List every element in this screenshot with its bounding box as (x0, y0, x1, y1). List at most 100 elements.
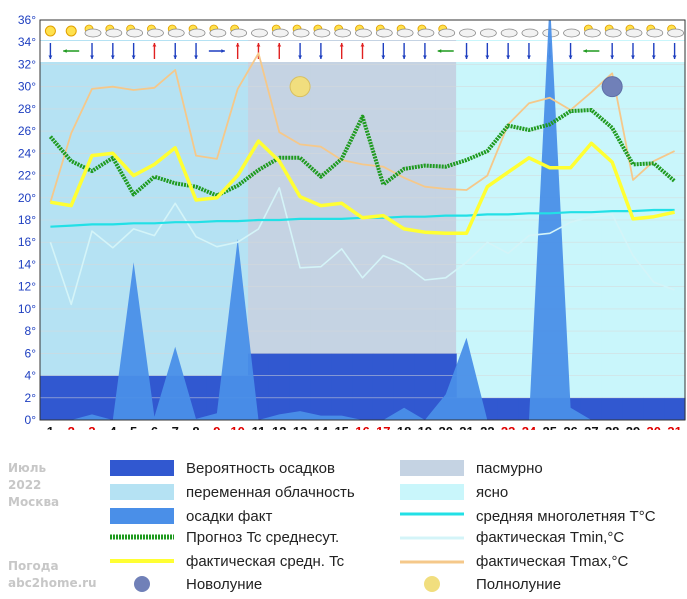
y-tick-label: 22° (18, 169, 36, 183)
x-tick-label: 14 (314, 424, 329, 430)
tmax-line (49, 52, 675, 203)
legend-swatches (110, 460, 464, 592)
wind-arrowhead-icon (194, 55, 198, 59)
wind-arrowhead-icon (221, 49, 225, 53)
legend-fact-avg: фактическая средн. Tc (186, 553, 345, 570)
x-tick-label: 27 (584, 424, 598, 430)
forecast-avg-line (48, 108, 676, 198)
cloud-icon (292, 28, 310, 38)
cloud-icon (500, 28, 518, 38)
wind-arrowhead-icon (318, 55, 323, 59)
x-tick-label: 12 (272, 424, 286, 430)
precip-fact-layer (40, 20, 685, 420)
wind-arrowhead-icon (672, 55, 677, 59)
x-tick-label: 10 (230, 424, 244, 430)
legend-new-moon: Новолуние (186, 576, 263, 593)
cloud-icon (583, 28, 601, 38)
site-link[interactable]: abc2home.ru (8, 576, 97, 590)
sun-icon (44, 25, 56, 37)
cloud-icon (271, 28, 289, 38)
precip-prob-bar (643, 397, 665, 420)
x-tick-label: 28 (605, 424, 619, 430)
legend-swatch-precip-fact (110, 508, 174, 524)
x-tick-label: 9 (213, 424, 220, 430)
legend-longterm: средняя многолетняя T°C (476, 508, 656, 525)
x-tick-label: 13 (293, 424, 307, 430)
x-tick-label: 4 (109, 424, 117, 430)
y-tick-label: 10° (18, 302, 36, 316)
wind-arrowhead-icon (610, 55, 615, 59)
x-tick-label: 25 (543, 424, 557, 430)
y-tick-label: 36° (18, 13, 36, 27)
wind-arrowhead-icon (298, 55, 302, 59)
sun-icon (65, 25, 77, 37)
cloud-icon (479, 28, 497, 38)
precip-prob-bar (310, 353, 332, 420)
site-title: Погода (8, 559, 59, 573)
precip-prob-bar (414, 353, 436, 420)
y-tick-label: 26° (18, 124, 36, 138)
x-tick-label: 31 (667, 424, 681, 430)
x-tick-label: 7 (172, 424, 179, 430)
cloud-icon (459, 28, 476, 38)
precip-prob-bar (268, 353, 291, 420)
x-tick-label: 21 (459, 424, 473, 430)
full-moon-icon (424, 576, 440, 592)
legend-swatch-overcast (400, 460, 464, 476)
precip-prob-bar (497, 397, 520, 420)
cloud-icon (313, 28, 331, 38)
y-tick-label: 20° (18, 191, 36, 205)
legend-overcast: пасмурно (476, 460, 543, 477)
wind-arrowhead-icon (63, 49, 67, 53)
wind-arrowhead-icon (527, 55, 531, 59)
cloud-icon (105, 28, 123, 38)
wind-arrowhead-icon (381, 55, 386, 59)
wind-arrowhead-icon (360, 43, 365, 47)
legend-full-moon: Полнолуние (476, 576, 562, 593)
y-tick-label: 18° (18, 213, 36, 227)
legend-precip-prob: Вероятность осадков (186, 460, 335, 477)
wind-arrowhead-icon (131, 55, 136, 59)
y-tick-label: 30° (18, 80, 36, 94)
y-tick-label: 4° (25, 369, 37, 383)
city-label: Москва (8, 495, 60, 509)
wind-arrowhead-icon (173, 55, 178, 59)
x-tick-label: 1 (47, 424, 54, 430)
wind-arrowhead-icon (464, 55, 469, 59)
precip-prob-bar (664, 397, 686, 420)
cloud-icon (521, 28, 539, 38)
x-tick-label: 30 (647, 424, 661, 430)
y-tick-label: 28° (18, 102, 36, 116)
x-tick-label: 24 (522, 424, 537, 430)
cloud-icon (209, 28, 227, 38)
legend-clear: ясно (476, 484, 509, 501)
legend-precip-fact: осадки факт (186, 508, 273, 525)
cloud-icon (604, 28, 622, 38)
cloud-icon (84, 28, 102, 38)
wind-arrowhead-icon (568, 55, 573, 59)
x-tick-label: 8 (192, 424, 199, 430)
precip-prob-bar (622, 397, 644, 420)
x-tick-label: 17 (376, 424, 390, 430)
cloud-icon (230, 28, 248, 38)
fact-avg-line (50, 139, 675, 236)
precip-prob-bar (601, 397, 624, 420)
cloud-icon (667, 28, 684, 38)
y-tick-label: 34° (18, 35, 36, 49)
wind-arrowhead-icon (631, 55, 635, 59)
wind-arrowhead-icon (437, 49, 442, 53)
cloud-icon (417, 28, 435, 38)
precip-prob-bar (580, 397, 603, 420)
precip-prob-bar (331, 353, 353, 420)
year-label: 2022 (8, 478, 42, 492)
precip-prob-bar (352, 353, 374, 420)
wind-arrowhead-icon (423, 55, 427, 59)
wind-arrowhead-icon (152, 43, 157, 47)
wind-arrowhead-icon (90, 55, 94, 59)
full-moon-marker (289, 76, 311, 98)
y-tick-label: 6° (25, 346, 37, 360)
cloud-icon (355, 28, 372, 38)
precip-prob-bar (372, 353, 395, 420)
plot-frame (39, 19, 686, 421)
y-tick-label: 32° (18, 57, 36, 71)
